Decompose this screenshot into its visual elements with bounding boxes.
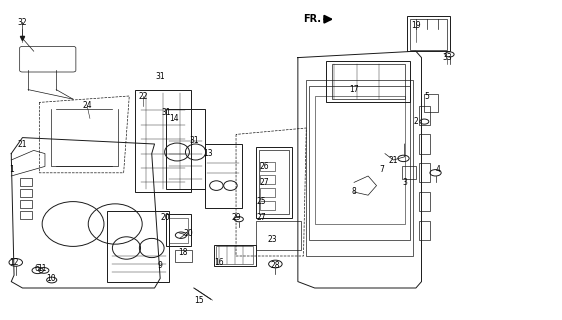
Bar (419, 192, 430, 211)
Text: 22: 22 (139, 92, 148, 100)
Text: 29: 29 (231, 213, 241, 222)
Text: 31: 31 (155, 72, 165, 81)
Text: 2: 2 (414, 117, 418, 126)
Bar (332, 64, 405, 99)
Text: 31: 31 (161, 108, 171, 116)
Bar (256, 221, 301, 250)
Bar (419, 221, 430, 240)
Text: FR.: FR. (303, 14, 321, 24)
Bar (306, 80, 413, 256)
Bar (205, 144, 242, 208)
Text: 26: 26 (259, 162, 269, 171)
Text: 17: 17 (349, 85, 359, 94)
Bar (135, 90, 191, 192)
Text: 27: 27 (259, 178, 269, 187)
Bar (419, 106, 430, 125)
Bar (20, 211, 32, 219)
Text: 21: 21 (18, 140, 27, 148)
Text: 23: 23 (268, 236, 278, 244)
Bar (175, 250, 192, 262)
Bar (424, 94, 438, 112)
Text: 25: 25 (256, 197, 266, 206)
Bar (214, 245, 256, 266)
Text: 16: 16 (214, 258, 224, 267)
Text: 6: 6 (34, 264, 39, 273)
Bar (107, 211, 169, 282)
Text: 18: 18 (178, 248, 187, 257)
Text: 1: 1 (9, 165, 13, 174)
Bar (309, 86, 410, 240)
Bar (259, 150, 289, 214)
Bar (166, 214, 191, 246)
Bar (402, 166, 416, 179)
Bar (260, 162, 275, 171)
Text: 8: 8 (352, 188, 356, 196)
Text: 32: 32 (17, 18, 28, 27)
Text: 28: 28 (271, 261, 280, 270)
Bar (260, 188, 275, 197)
Text: 12: 12 (10, 258, 19, 267)
Text: 7: 7 (380, 165, 384, 174)
Text: 20: 20 (161, 213, 171, 222)
Bar (169, 218, 188, 243)
Bar (326, 61, 410, 102)
Bar (410, 19, 447, 50)
Text: 13: 13 (203, 149, 213, 158)
Bar (256, 147, 292, 218)
Bar (260, 201, 275, 210)
Text: 11: 11 (38, 264, 47, 273)
Text: 33: 33 (442, 53, 452, 62)
Bar (419, 134, 430, 154)
Bar (216, 246, 253, 264)
Bar (20, 200, 32, 208)
Bar (20, 189, 32, 197)
Text: 24: 24 (82, 101, 92, 110)
Text: 9: 9 (158, 261, 162, 270)
Bar (419, 163, 430, 182)
Text: 27: 27 (256, 213, 266, 222)
Text: 19: 19 (411, 21, 421, 30)
Text: 3: 3 (402, 178, 407, 187)
Text: 14: 14 (169, 114, 179, 123)
Bar (20, 178, 32, 186)
Text: 15: 15 (194, 296, 205, 305)
Bar (407, 16, 450, 51)
Text: 10: 10 (46, 274, 56, 283)
Text: 30: 30 (183, 229, 193, 238)
Text: 31: 31 (189, 136, 199, 145)
Text: 5: 5 (425, 92, 429, 100)
Bar (315, 96, 405, 224)
Bar (260, 175, 275, 184)
Text: 21: 21 (389, 156, 398, 164)
Bar (166, 109, 205, 189)
Text: 4: 4 (436, 165, 441, 174)
